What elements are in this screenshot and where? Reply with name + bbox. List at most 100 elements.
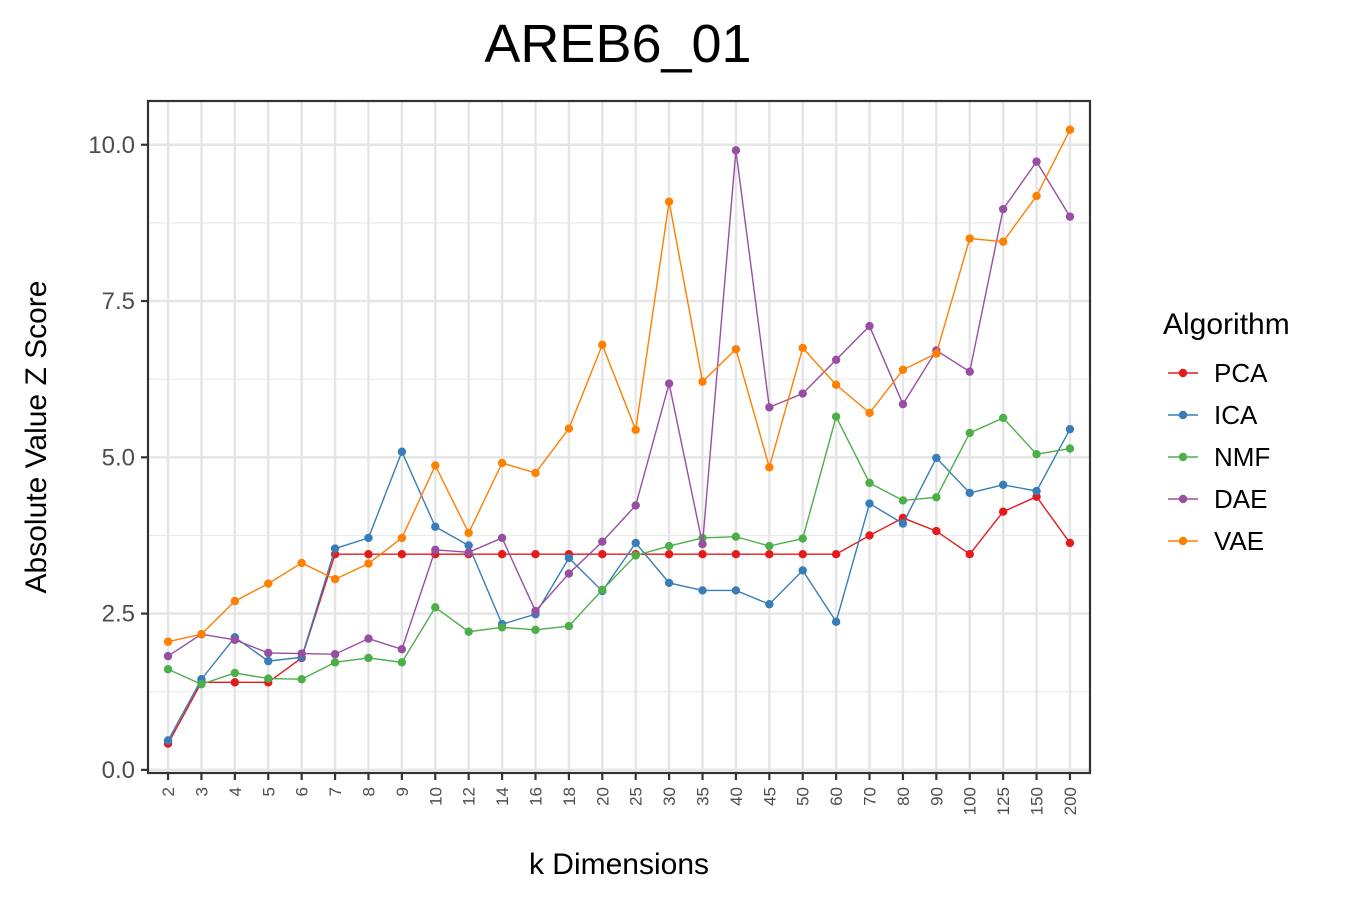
data-point-pca	[998, 507, 1008, 516]
data-point-nmf	[564, 621, 574, 631]
data-point-ica	[431, 522, 440, 531]
data-point-vae	[364, 559, 373, 568]
legend-key-point	[1178, 452, 1188, 462]
y-tick-label: 7.5	[102, 288, 135, 315]
data-point-nmf	[731, 532, 741, 541]
data-point-dae	[798, 389, 807, 398]
data-point-vae	[831, 380, 841, 390]
data-point-nmf	[497, 623, 507, 632]
data-point-vae	[631, 425, 640, 435]
series-layer	[163, 125, 1075, 748]
data-point-ica	[464, 541, 473, 550]
data-point-nmf	[598, 585, 607, 595]
y-tick-label: 5.0	[102, 444, 135, 471]
data-point-ica	[330, 544, 340, 553]
data-point-nmf	[163, 665, 173, 674]
data-point-ica	[1032, 486, 1041, 496]
data-point-dae	[1032, 157, 1041, 166]
grid-lines	[148, 101, 1090, 773]
legend-label: VAE	[1214, 526, 1264, 556]
x-tick-label: 60	[827, 787, 846, 806]
data-point-vae	[765, 463, 774, 472]
data-point-vae	[664, 197, 674, 206]
legend-key-point	[1178, 536, 1188, 546]
data-point-nmf	[631, 551, 640, 560]
data-point-vae	[163, 637, 173, 646]
series-nmf	[163, 412, 1075, 689]
data-point-vae	[865, 408, 874, 418]
data-point-nmf	[531, 625, 540, 635]
x-tick-label: 18	[560, 787, 579, 806]
data-point-pca	[397, 550, 407, 559]
series-line-pca	[167, 495, 1071, 744]
legend-item-dae: DAE	[1168, 484, 1267, 514]
data-point-ica	[831, 617, 841, 626]
x-tick-label: 14	[493, 787, 512, 806]
data-point-vae	[798, 343, 807, 353]
data-point-pca	[664, 550, 674, 559]
data-point-vae	[698, 377, 707, 386]
data-point-nmf	[330, 658, 340, 667]
data-point-vae	[965, 234, 974, 243]
data-point-nmf	[1065, 444, 1075, 453]
data-point-nmf	[431, 603, 440, 612]
data-point-nmf	[998, 413, 1008, 423]
data-point-ica	[631, 538, 640, 548]
data-point-ica	[364, 533, 373, 543]
data-point-vae	[998, 237, 1008, 246]
x-tick-label: 20	[593, 787, 612, 806]
data-point-dae	[531, 606, 540, 616]
data-point-pca	[831, 550, 841, 559]
data-point-ica	[698, 586, 707, 595]
axes: 0.02.55.07.510.02 3 4 5 6 7 8 9 10 12 14 16 18 20 25 30…	[88, 132, 1080, 816]
data-point-dae	[865, 321, 874, 331]
x-tick-label: 6	[293, 787, 312, 796]
series-line-vae	[167, 129, 1071, 643]
data-point-nmf	[197, 680, 206, 689]
series-ica	[163, 424, 1075, 745]
data-point-nmf	[898, 496, 908, 505]
data-point-ica	[264, 656, 273, 666]
x-tick-label: 40	[727, 787, 746, 806]
x-tick-label: 80	[894, 787, 913, 806]
data-point-dae	[664, 379, 674, 388]
data-point-pca	[531, 550, 540, 559]
data-point-vae	[731, 344, 741, 354]
y-axis-title: Absolute Value Z Score	[20, 281, 53, 594]
data-point-nmf	[798, 534, 807, 543]
legend-item-vae: VAE	[1168, 526, 1264, 556]
legend-title: Algorithm	[1163, 308, 1290, 341]
x-tick-label: 4	[226, 787, 245, 796]
y-tick-label: 10.0	[88, 132, 135, 159]
data-point-dae	[297, 649, 306, 658]
data-point-pca	[598, 550, 607, 559]
data-point-ica	[1065, 424, 1075, 434]
x-tick-label: 35	[694, 787, 713, 806]
x-tick-label: 200	[1061, 787, 1080, 815]
data-point-vae	[330, 575, 340, 584]
data-point-nmf	[765, 541, 774, 551]
x-tick-label: 7	[326, 787, 345, 796]
data-point-pca	[497, 550, 507, 559]
data-point-nmf	[664, 541, 674, 551]
data-point-dae	[397, 645, 407, 654]
legend-items: PCA ICA NMF DAE VAE	[1168, 358, 1270, 556]
data-point-dae	[431, 545, 440, 555]
data-point-nmf	[397, 658, 407, 667]
data-point-pca	[765, 550, 774, 559]
data-point-dae	[330, 650, 340, 659]
chart-title: AREB6_01	[484, 14, 751, 74]
data-point-ica	[564, 553, 574, 563]
x-tick-label: 5	[259, 787, 278, 796]
legend-key-point	[1178, 410, 1188, 420]
x-tick-label: 50	[794, 787, 813, 806]
data-point-dae	[1065, 212, 1075, 221]
data-point-nmf	[464, 627, 473, 636]
x-tick-label: 100	[961, 787, 980, 815]
data-point-ica	[163, 736, 173, 745]
legend: Algorithm PCA ICA NMF DAE VAE	[1163, 308, 1290, 556]
data-point-vae	[297, 558, 306, 568]
series-line-ica	[167, 428, 1071, 741]
data-point-dae	[230, 635, 240, 645]
legend-key-point	[1178, 368, 1188, 378]
